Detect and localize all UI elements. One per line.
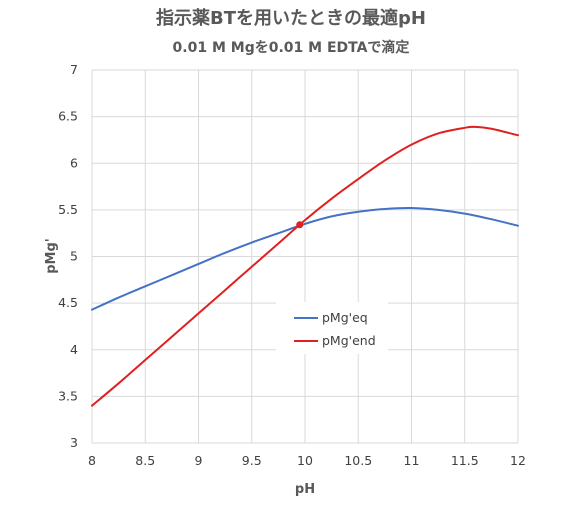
chart-subtitle: 0.01 M Mgを0.01 M EDTAで滴定 bbox=[173, 39, 410, 56]
y-tick-label: 4 bbox=[70, 342, 78, 357]
y-tick-label: 6 bbox=[70, 155, 78, 170]
x-tick-label: 12 bbox=[510, 453, 526, 468]
x-tick-label: 10 bbox=[297, 453, 313, 468]
gridlines bbox=[91, 69, 519, 444]
x-tick-label: 8.5 bbox=[135, 453, 155, 468]
x-tick-label: 9.5 bbox=[242, 453, 262, 468]
legend-label-pmg-eq: pMg'eq bbox=[322, 310, 368, 325]
y-tick-label: 6.5 bbox=[58, 109, 78, 124]
y-tick-label: 3.5 bbox=[58, 388, 78, 403]
x-tick-label: 10.5 bbox=[344, 453, 372, 468]
y-tick-label: 7 bbox=[70, 62, 78, 77]
legend-box bbox=[276, 302, 388, 354]
intersection-point bbox=[296, 221, 304, 229]
x-tick-label: 8 bbox=[88, 453, 96, 468]
series-line-pmg-end bbox=[91, 125, 519, 407]
series-line-pmg-eq bbox=[91, 206, 519, 311]
legend-label-pmg-end: pMg'end bbox=[322, 333, 376, 348]
legend: pMg'eq pMg'end bbox=[276, 302, 388, 354]
y-tick-label: 5 bbox=[70, 249, 78, 264]
series-lines bbox=[91, 125, 519, 407]
y-tick-label: 5.5 bbox=[58, 202, 78, 217]
x-tick-label: 11.5 bbox=[451, 453, 479, 468]
y-axis-title: pMg' bbox=[44, 238, 59, 274]
markers bbox=[296, 221, 304, 229]
x-tick-label: 11 bbox=[404, 453, 420, 468]
tick-labels: 8 8.5 9 9.5 10 10.5 11 11.5 12 3 3.5 4 4.5 5 5.5 6 6.5 7 bbox=[58, 62, 526, 468]
chart-title: 指示薬BTを用いたときの最適pH bbox=[156, 7, 426, 29]
y-tick-label: 3 bbox=[70, 435, 78, 450]
y-tick-label: 4.5 bbox=[58, 295, 78, 310]
x-tick-label: 9 bbox=[195, 453, 203, 468]
x-axis-title: pH bbox=[295, 482, 315, 497]
